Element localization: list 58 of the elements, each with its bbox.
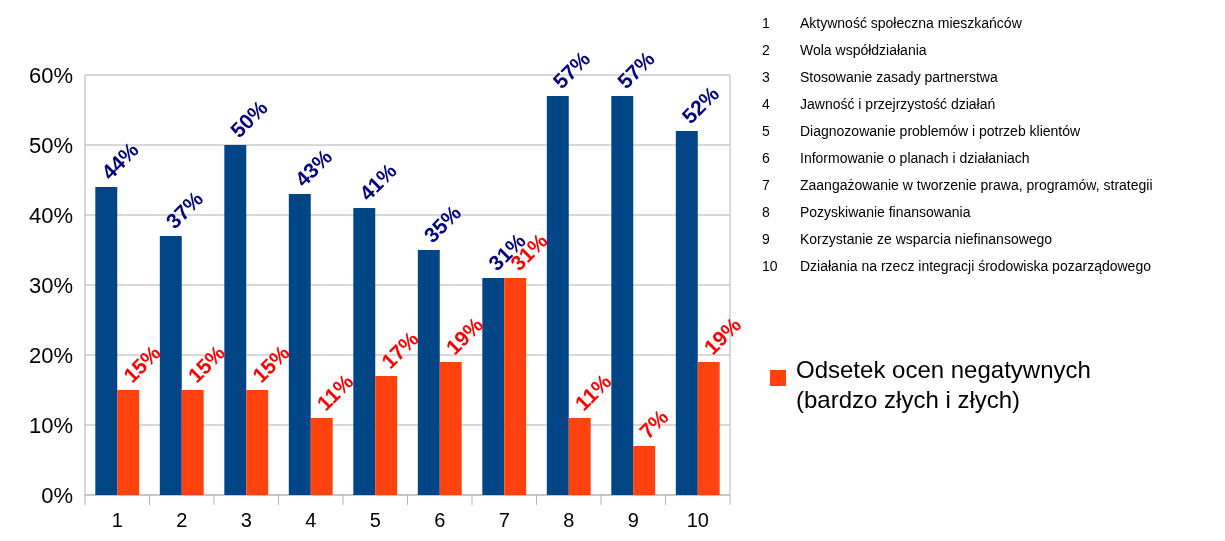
data-label: 57% bbox=[612, 46, 660, 93]
x-tick-label: 10 bbox=[686, 509, 709, 531]
data-label: 37% bbox=[161, 186, 208, 233]
data-label: 7% bbox=[634, 404, 673, 443]
y-tick-label: 20% bbox=[28, 342, 73, 368]
bar bbox=[675, 131, 698, 495]
text: 6 Informowanie o planach i działaniach bbox=[762, 150, 1030, 166]
x-tick-label: 4 bbox=[305, 509, 317, 531]
data-label: 50% bbox=[225, 95, 273, 142]
text: 10 Działania na rzecz integracji środowiska pozarządowego bbox=[762, 258, 1151, 274]
text: 9 Korzystanie ze wsparcia niefinansowego bbox=[762, 231, 1053, 247]
y-tick-label: 10% bbox=[28, 412, 73, 438]
x-tick-label: 5 bbox=[369, 509, 381, 531]
x-tick-label: 8 bbox=[563, 509, 575, 531]
bar bbox=[95, 187, 118, 495]
legend-label: Odsetek ocen negatywnych (bardzo złych i złych) bbox=[796, 356, 1091, 413]
y-tick-label: 30% bbox=[28, 272, 73, 298]
data-label: 57% bbox=[548, 46, 595, 93]
text: 1 Aktywność społeczna mieszkańców bbox=[762, 15, 1022, 31]
data-label: 44% bbox=[96, 137, 144, 184]
x-tick-label: 3 bbox=[240, 509, 252, 531]
bar bbox=[504, 278, 527, 495]
bar bbox=[181, 390, 204, 495]
text: 4 Jawność i przejrzystość działań bbox=[762, 96, 996, 112]
bar bbox=[633, 446, 656, 495]
x-tick-label: 9 bbox=[627, 509, 639, 531]
bar bbox=[117, 390, 140, 495]
data-label: 41% bbox=[354, 158, 402, 205]
y-tick-label: 0% bbox=[41, 482, 73, 508]
data-label: 43% bbox=[290, 144, 337, 191]
x-tick-label: 2 bbox=[176, 509, 188, 531]
bar bbox=[353, 208, 376, 495]
bar bbox=[482, 278, 505, 495]
text: 5 Diagnozowanie problemów i potrzeb klientów bbox=[762, 123, 1081, 139]
bar bbox=[439, 362, 462, 495]
bar bbox=[288, 194, 311, 495]
bar bbox=[611, 96, 634, 495]
bar bbox=[159, 236, 182, 495]
bar bbox=[224, 145, 247, 495]
y-tick-label: 50% bbox=[28, 132, 73, 158]
x-tick-label: 1 bbox=[111, 509, 123, 531]
text: 2 Wola współdziałania bbox=[762, 42, 927, 58]
bar bbox=[568, 418, 591, 495]
bar bbox=[417, 250, 440, 495]
text: 7 Zaangażowanie w tworzenie prawa, programów, strategii bbox=[762, 177, 1153, 193]
y-tick-label: 60% bbox=[28, 62, 73, 88]
x-tick-label: 7 bbox=[498, 509, 510, 531]
bar bbox=[697, 362, 720, 495]
data-label: 35% bbox=[419, 200, 466, 247]
text: 3 Stosowanie zasady partnerstwa bbox=[762, 69, 998, 85]
bar bbox=[246, 390, 269, 495]
bar bbox=[546, 96, 569, 495]
bar bbox=[375, 376, 398, 495]
x-tick-label: 6 bbox=[434, 509, 446, 531]
text: 8 Pozyskiwanie finansowania bbox=[762, 204, 971, 220]
data-label: 52% bbox=[677, 81, 724, 128]
bar bbox=[310, 418, 333, 495]
y-tick-label: 40% bbox=[28, 202, 73, 228]
